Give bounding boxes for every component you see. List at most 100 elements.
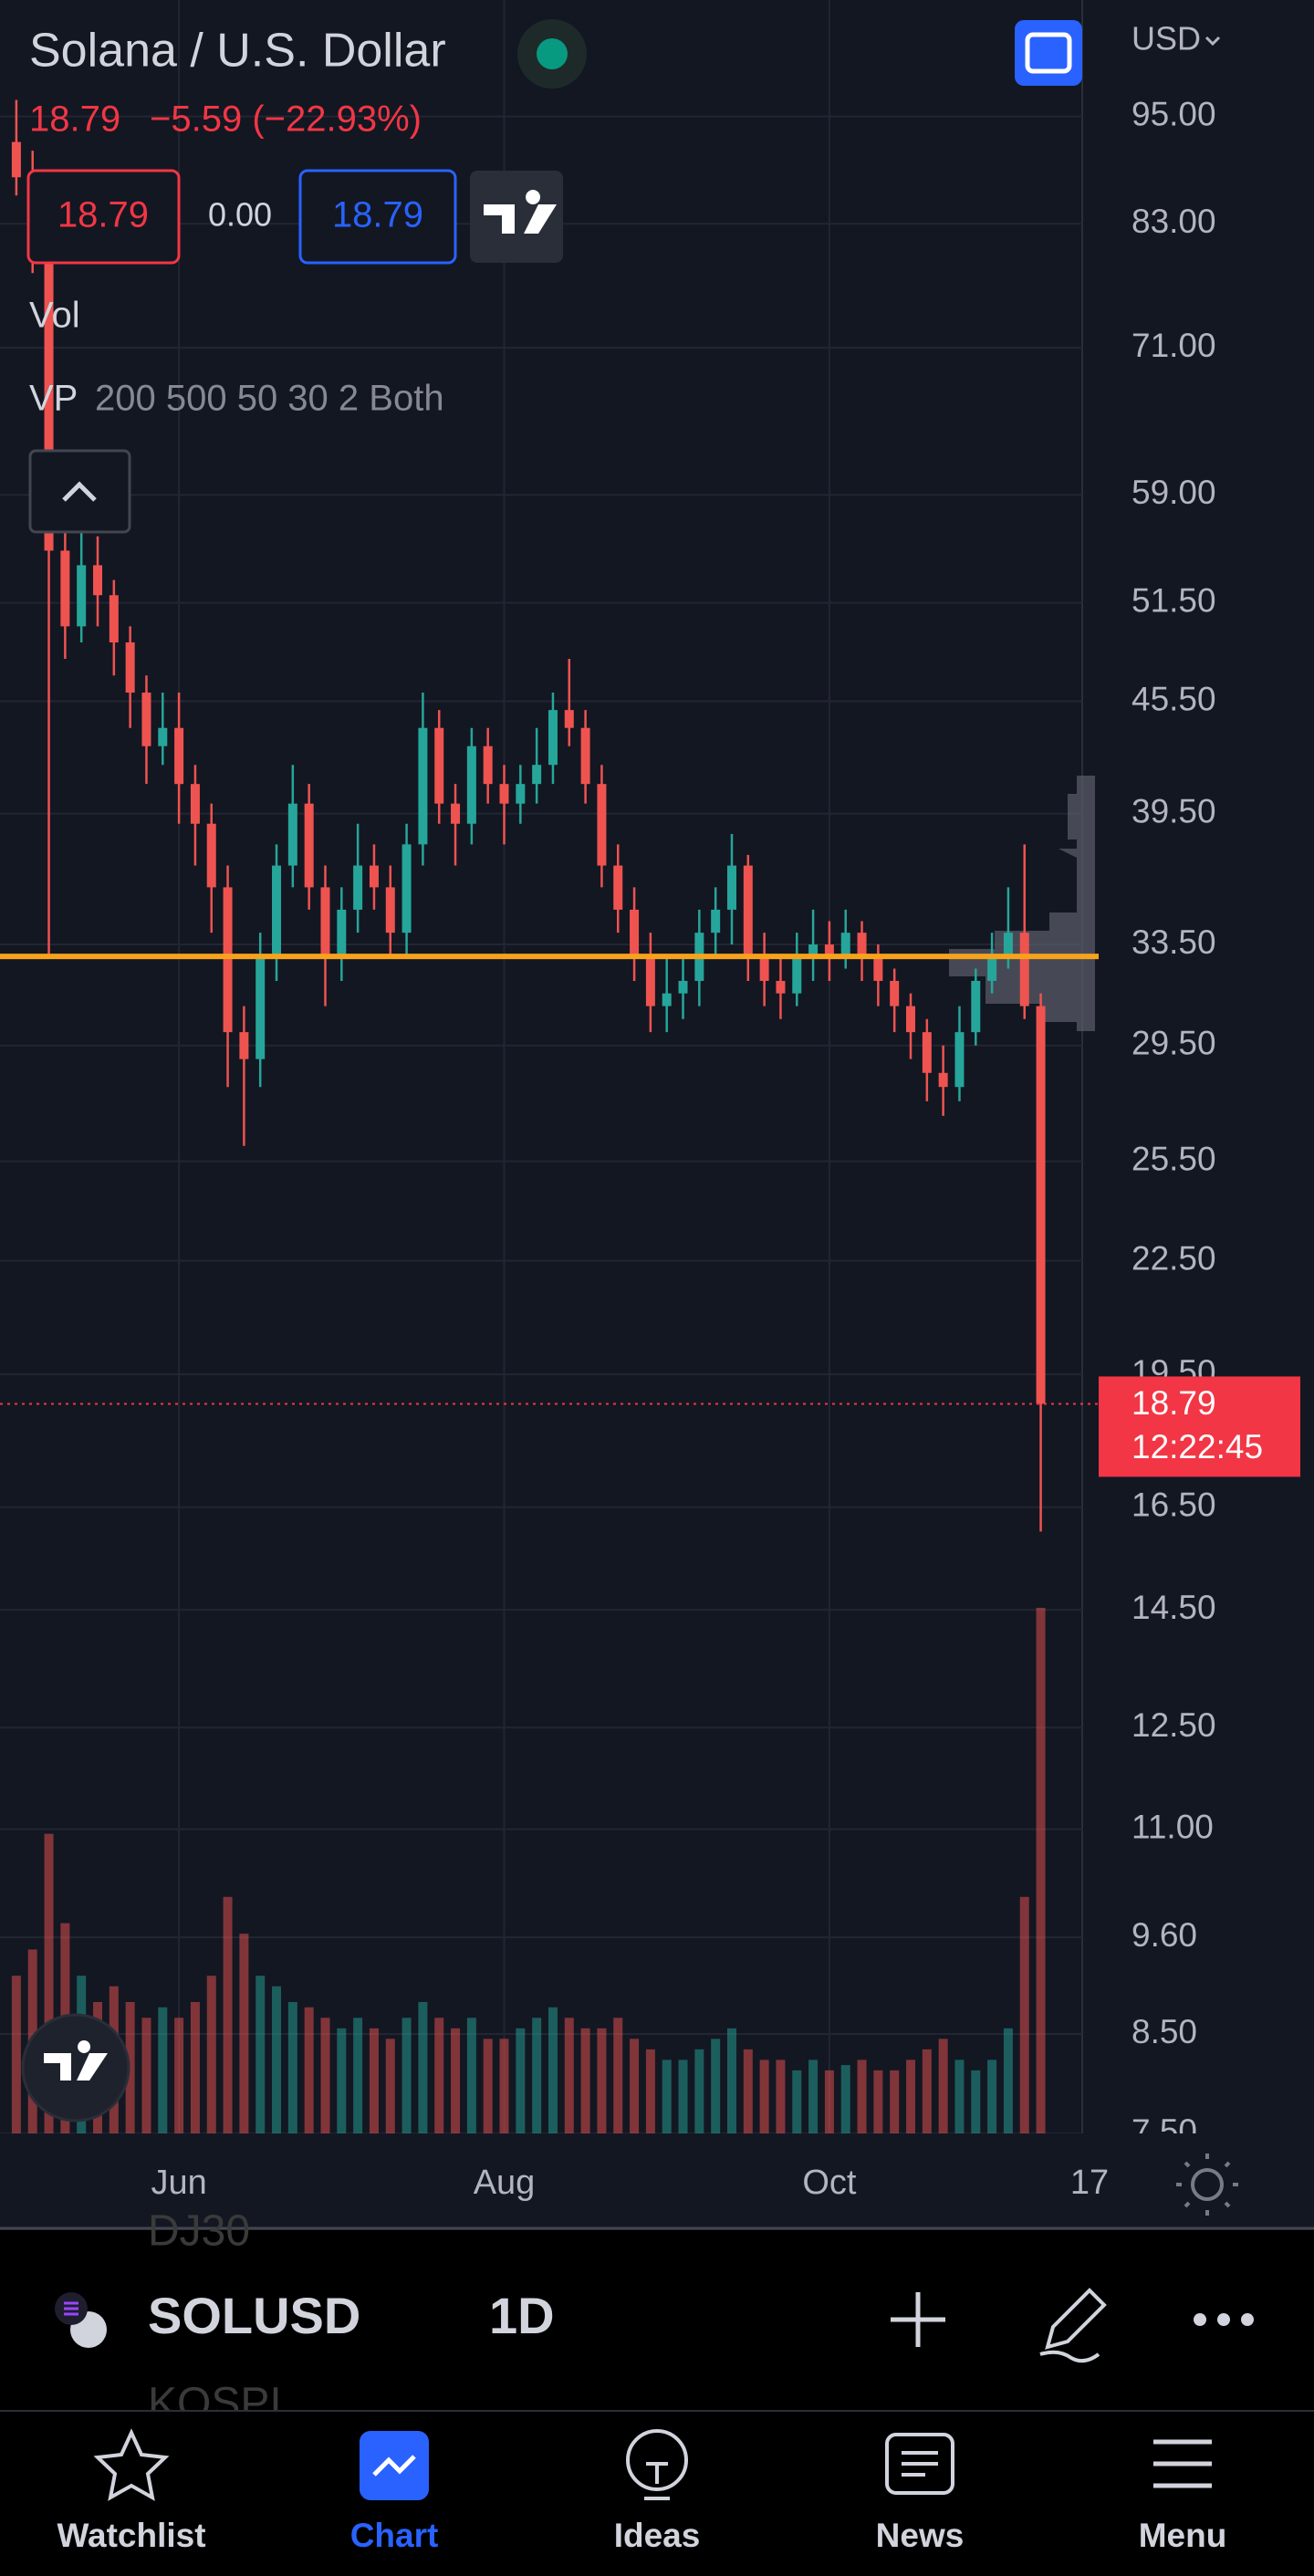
- buy-price[interactable]: 18.79: [332, 195, 423, 235]
- candle-body: [483, 746, 493, 785]
- volume-bar: [44, 1833, 54, 2133]
- volume-bar: [174, 2018, 184, 2133]
- volume-bar: [1003, 2028, 1013, 2133]
- candle-body: [808, 944, 819, 957]
- price-change: −5.59 (−22.93%): [150, 99, 422, 140]
- volume-bar: [776, 2060, 786, 2133]
- volume-bar: [320, 2018, 330, 2133]
- candle-body: [499, 784, 509, 804]
- candle-body: [792, 956, 802, 994]
- volume-bar: [711, 2039, 721, 2133]
- candle-body: [630, 909, 640, 957]
- y-tick-label: 16.50: [1132, 1486, 1216, 1523]
- currency-select[interactable]: USD: [1132, 20, 1201, 57]
- volume-bar: [824, 2070, 834, 2133]
- volume-bar: [873, 2070, 883, 2133]
- volume-bar: [304, 2007, 314, 2133]
- candle-body: [906, 1006, 916, 1033]
- overlay: 18.79 12:22:45: [0, 954, 1300, 1477]
- symbol-name[interactable]: SOLUSD: [148, 2287, 360, 2344]
- volume-bar: [125, 2002, 135, 2133]
- nav-label[interactable]: Menu: [1139, 2517, 1227, 2554]
- volume-bar: [922, 2049, 932, 2133]
- y-tick-label: 83.00: [1132, 203, 1216, 240]
- symbol-title: Solana / U.S. Dollar: [29, 25, 446, 78]
- volume-bar: [645, 2049, 655, 2133]
- grid: [0, 0, 1082, 2133]
- candle-body: [402, 844, 412, 933]
- candle-body: [1003, 933, 1013, 957]
- volume-bar: [662, 2060, 672, 2133]
- volume-bar: [206, 1976, 216, 2133]
- volume-indicator-label[interactable]: Vol: [29, 296, 80, 336]
- volume-bar: [613, 2018, 623, 2133]
- candle-body: [60, 550, 70, 627]
- candle-body: [256, 956, 266, 1059]
- x-tick-label: Aug: [474, 2164, 536, 2202]
- candle-body: [776, 980, 786, 994]
- volume-bar: [402, 2018, 412, 2133]
- nav-label[interactable]: News: [876, 2517, 965, 2554]
- chart-background: [0, 0, 1314, 2227]
- menu-icon[interactable]: [1153, 2439, 1212, 2488]
- candle-body: [840, 933, 850, 957]
- ideas-icon[interactable]: [626, 2429, 688, 2500]
- volume-bar: [190, 2002, 200, 2133]
- y-tick-label: 8.50: [1132, 2013, 1197, 2050]
- volume-bar: [466, 2018, 476, 2133]
- watchlist-icon[interactable]: [93, 2428, 170, 2501]
- vp-indicator-name[interactable]: VP: [29, 379, 78, 419]
- candle-body: [223, 887, 233, 1033]
- volume-bar: [987, 2060, 997, 2133]
- volume-bar: [743, 2049, 753, 2133]
- candle-body: [1036, 1006, 1046, 1404]
- add-button[interactable]: [891, 2292, 945, 2347]
- last-price: 18.79: [29, 99, 120, 140]
- candle-body: [158, 727, 168, 746]
- candle-body: [824, 944, 834, 957]
- candle-body: [466, 746, 476, 824]
- candle-body: [743, 865, 753, 957]
- y-tick-label: 12.50: [1132, 1706, 1216, 1744]
- chart-icon-line: [372, 2455, 416, 2477]
- previous-symbol[interactable]: DJ30: [148, 2207, 250, 2256]
- drawing-button[interactable]: [1039, 2288, 1107, 2363]
- candle-body: [548, 710, 558, 766]
- candle-body: [174, 727, 184, 785]
- candle-body: [77, 565, 87, 627]
- volume-bar: [223, 1896, 233, 2133]
- candle-body: [141, 693, 151, 746]
- y-tick-label: 71.00: [1132, 327, 1216, 364]
- candle-body: [109, 595, 119, 643]
- candle-body: [385, 887, 395, 933]
- sell-price[interactable]: 18.79: [57, 195, 149, 235]
- volume-bar: [385, 2039, 395, 2133]
- tradingview-logo[interactable]: [21, 2013, 130, 2122]
- trade-button[interactable]: [470, 171, 563, 263]
- candle-body: [857, 933, 867, 957]
- volume-bar: [840, 2065, 850, 2133]
- volume-bar: [141, 2018, 151, 2133]
- nav-label[interactable]: Watchlist: [57, 2517, 205, 2554]
- volume-bar: [857, 2060, 867, 2133]
- volume-bar: [971, 2070, 981, 2133]
- candle-body: [337, 909, 347, 957]
- nav-label[interactable]: Ideas: [614, 2517, 701, 2554]
- market-status-dot[interactable]: [537, 38, 568, 69]
- candle-body: [532, 765, 542, 785]
- volume-bar: [369, 2028, 379, 2133]
- candle-body: [580, 727, 590, 785]
- fullscreen-button[interactable]: [1015, 20, 1082, 86]
- chart-settings-button[interactable]: [1176, 2154, 1238, 2216]
- interval[interactable]: 1D: [489, 2287, 555, 2344]
- buy-button[interactable]: [298, 169, 457, 265]
- sell-button[interactable]: [26, 169, 181, 265]
- collapse-indicators-button[interactable]: [28, 449, 131, 534]
- candle-body: [418, 727, 428, 845]
- volume-bar: [272, 1986, 282, 2133]
- news-icon[interactable]: [885, 2433, 954, 2495]
- nav-label[interactable]: Chart: [350, 2517, 439, 2554]
- more-button[interactable]: [1194, 2313, 1254, 2326]
- volume-bar: [726, 2028, 736, 2133]
- vp-indicator-params: 200 500 50 30 2 Both: [95, 379, 444, 419]
